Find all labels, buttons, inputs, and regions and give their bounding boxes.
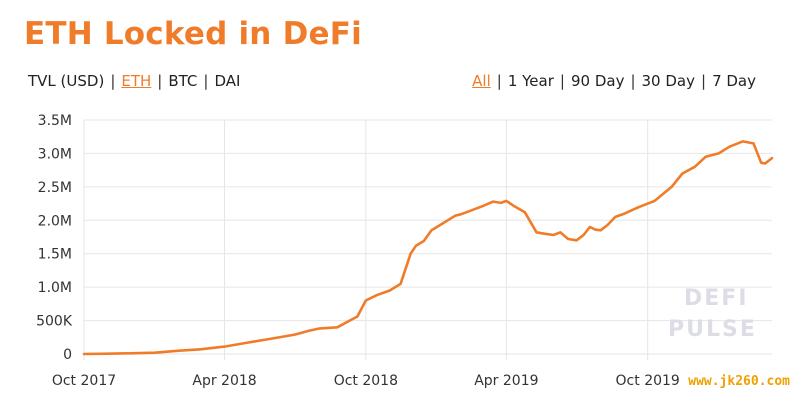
x-tick-label: Oct 2018 [334,373,398,389]
watermark-line1: DEFI [684,286,749,311]
range-option-90-day[interactable]: 90 Day [570,72,625,90]
site-watermark: www.jk260.com [688,374,790,389]
range-option-30-day[interactable]: 30 Day [641,72,695,90]
x-axis: Oct 2017 Apr 2018 Oct 2018 Apr 2019 Oct 2019 [52,373,680,389]
unit-option-tvl-usd[interactable]: TVL (USD) [28,72,105,90]
grid-lines [83,119,772,360]
separator: | [701,72,707,90]
separator: | [496,72,502,90]
separator: | [630,72,636,90]
watermark-line2: PULSE [668,317,757,342]
y-axis: 0 500K 1.0M 1.5M 2.0M 2.5M 3.0M 3.5M [36,113,73,363]
separator: | [203,72,209,90]
range-selector: All | 1 Year | 90 Day | 30 Day | 7 Day [472,72,756,90]
y-tick-label: 3.0M [38,146,72,162]
y-tick-label: 3.5M [38,113,72,129]
unit-option-btc[interactable]: BTC [168,72,198,90]
y-tick-label: 0 [63,347,72,363]
x-tick-label: Oct 2017 [52,373,116,389]
unit-option-eth[interactable]: ETH [121,72,152,90]
series-layer [82,140,774,356]
series-line [82,140,774,356]
chart-title: ETH Locked in DeFi [24,16,362,52]
x-tick-label: Oct 2019 [616,373,680,389]
range-option-1-year[interactable]: 1 Year [507,72,554,90]
range-option-7-day[interactable]: 7 Day [712,72,756,90]
x-tick-label: Apr 2018 [192,373,256,389]
y-tick-label: 2.5M [38,180,72,196]
unit-option-dai[interactable]: DAI [214,72,241,90]
unit-selector: TVL (USD) | ETH | BTC | DAI [28,72,240,90]
separator: | [559,72,565,90]
y-tick-label: 1.5M [38,247,72,263]
range-option-all[interactable]: All [472,72,491,90]
y-tick-label: 500K [36,314,73,330]
x-tick-label: Apr 2019 [474,373,538,389]
y-tick-label: 1.0M [38,280,72,296]
separator: | [110,72,116,90]
y-tick-label: 2.0M [38,213,72,229]
separator: | [157,72,163,90]
